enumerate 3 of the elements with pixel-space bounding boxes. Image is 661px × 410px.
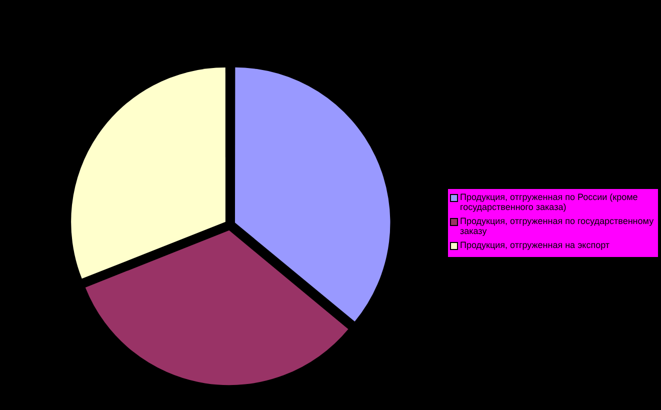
legend-label: Продукция, отгруженная по России (кроме государственного заказа): [460, 192, 639, 212]
legend-label: Продукция, отгруженная по государственному заказу: [460, 216, 655, 236]
legend-label: Продукция, отгруженная на экспорт: [460, 240, 610, 250]
